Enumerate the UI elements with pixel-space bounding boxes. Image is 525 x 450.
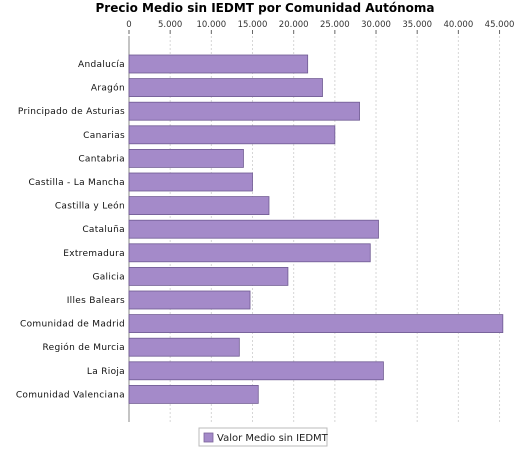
bar: [128, 290, 251, 310]
chart-title: Precio Medio sin IEDMT por Comunidad Aut…: [96, 1, 435, 15]
x-tick-label: 40.000: [443, 20, 473, 30]
x-tick-label: 20.000: [279, 20, 309, 30]
bar: [128, 243, 371, 263]
bar: [128, 219, 379, 239]
x-axis-ticks: 0 5.000 10.000 15.000 20.000 25.000 30.000 35.0…: [126, 20, 514, 34]
category-labels: Andalucía Aragón Principado de Asturias Can…: [16, 60, 125, 400]
x-tick-label: 35.000: [402, 20, 432, 30]
legend-swatch: [203, 432, 214, 443]
x-tick-label: 45.000: [485, 20, 515, 30]
category-label: Cataluña: [82, 225, 125, 235]
bar: [128, 384, 259, 404]
bar: [128, 314, 504, 334]
x-tick-label: 25.000: [320, 20, 350, 30]
bar: [128, 101, 360, 121]
category-label: Aragón: [91, 83, 125, 94]
bar: [128, 337, 240, 357]
category-label: Illes Balears: [67, 296, 125, 306]
bar: [128, 54, 309, 74]
category-label: Canarias: [83, 131, 125, 141]
category-label: Castilla - La Mancha: [28, 178, 125, 188]
bar: [128, 196, 270, 216]
category-label: Galicia: [92, 272, 125, 282]
category-label: Extremadura: [63, 249, 125, 259]
category-label: La Rioja: [87, 367, 125, 377]
category-label: Castilla y León: [55, 201, 125, 212]
legend-label: Valor Medio sin IEDMT: [217, 433, 329, 444]
x-tick-label: 5.000: [158, 20, 182, 30]
bar: [128, 78, 323, 97]
x-tick-label: 30.000: [361, 20, 391, 30]
x-tick-label: 0: [126, 20, 131, 30]
category-label: Región de Murcia: [42, 342, 125, 353]
category-label: Comunidad Valenciana: [16, 390, 125, 400]
category-label: Comunidad de Madrid: [20, 320, 125, 330]
bar: [128, 361, 384, 381]
category-label: Principado de Asturias: [18, 107, 125, 117]
legend: Valor Medio sin IEDMT: [198, 427, 329, 447]
bar: [128, 172, 253, 192]
category-label: Cantabria: [78, 154, 125, 164]
legend-box: [198, 427, 328, 447]
bar: [128, 125, 336, 145]
bar: [128, 266, 289, 286]
x-tick-label: 15.000: [238, 20, 268, 30]
bars: [128, 54, 504, 404]
x-tick-label: 10.000: [196, 20, 226, 30]
bar: [128, 148, 244, 168]
category-label: Andalucía: [78, 60, 125, 70]
